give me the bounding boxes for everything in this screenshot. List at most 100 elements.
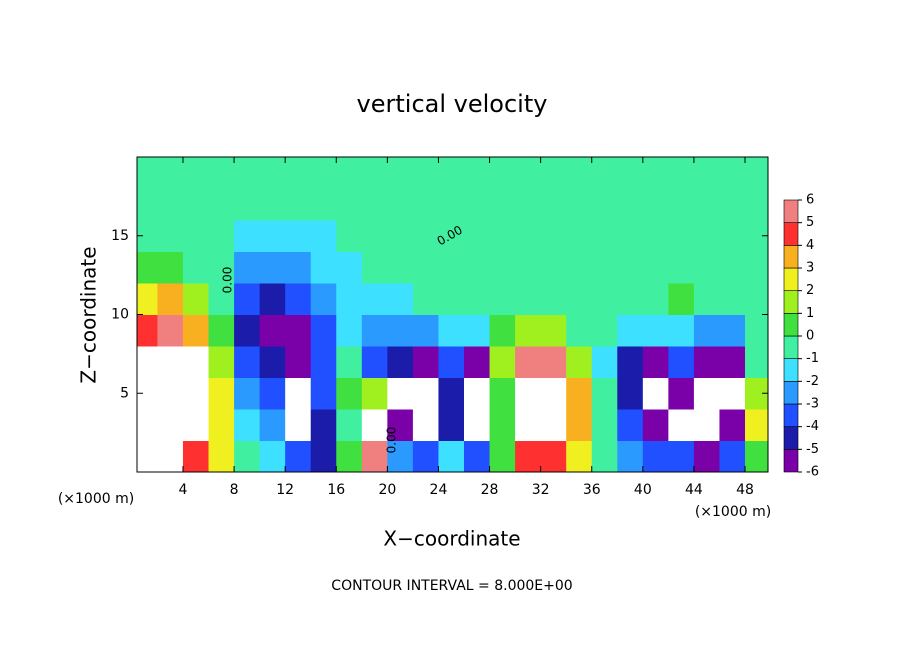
cell [489,440,516,472]
x-tick-label: 16 [327,482,345,498]
cell [642,188,669,221]
cell [157,251,184,284]
cell [617,346,644,378]
cell [336,188,363,221]
cell [642,377,669,410]
cell [591,188,618,221]
footer: CONTOUR INTERVAL = 8.000E+00 [331,578,572,594]
x-tick-label: 44 [685,482,703,498]
cell [745,377,768,410]
cell [157,346,184,378]
cell [566,409,593,441]
cell [234,346,261,378]
cell [591,440,618,472]
cell [361,251,388,284]
cell [668,220,695,252]
cell [412,157,439,189]
cell [591,220,618,252]
cell [566,346,593,378]
contour-label: 0.00 [385,427,399,454]
cell [719,251,746,284]
cell [719,220,746,252]
cell [745,440,768,472]
cell [693,220,720,252]
x-tick-label: 8 [230,482,239,498]
cell [719,283,746,315]
cell [182,220,210,252]
cell [668,188,695,221]
cell [745,409,768,441]
cell [208,251,235,284]
colorbar-swatch [783,426,799,450]
cell [208,220,235,252]
cell [642,283,669,315]
cell [336,377,363,410]
cell [463,314,491,347]
cell [745,220,768,252]
cell [387,251,414,284]
cell [463,157,491,189]
cell [515,409,542,441]
cell [566,251,593,284]
cell [387,409,414,441]
x-tick-label: 12 [276,482,294,498]
colorbar-label: 1 [806,306,814,321]
colorbar-swatch [783,449,799,473]
colorbar-label: 3 [806,261,814,276]
colorbar-swatch [783,267,799,291]
cell [489,251,516,284]
field [137,157,768,472]
cell [617,188,644,221]
x-tick-label: 4 [179,482,188,498]
cell [182,283,210,315]
colorbar-label: 6 [806,193,814,208]
cell [387,188,414,221]
cell [157,283,184,315]
colorbar-label: -1 [806,351,819,366]
x-tick-label: 36 [583,482,601,498]
cell [617,157,644,189]
cell [208,283,235,315]
cell [745,251,768,284]
cell [285,220,312,252]
cell [693,409,720,441]
cell [668,251,695,284]
cell [745,346,768,378]
cell [693,251,720,284]
cell [137,314,158,347]
contour-label: 0.00 [221,267,235,294]
cell [361,220,388,252]
cell [182,251,210,284]
colorbar-swatch [783,222,799,246]
cell [668,440,695,472]
cell [310,314,337,347]
cell [566,220,593,252]
cell [182,377,210,410]
cell [438,251,465,284]
cell [387,377,414,410]
cell [310,377,337,410]
cell [336,283,363,315]
cell [208,377,235,410]
cell [285,314,312,347]
cell [489,409,516,441]
colorbar-label: 5 [806,215,814,230]
cell [515,157,542,189]
colorbar-swatch [783,313,799,337]
cell [285,251,312,284]
cell [540,220,567,252]
x-unit: (×1000 m) [58,491,134,507]
colorbar-label: -6 [806,465,819,480]
cell [540,283,567,315]
cell [412,251,439,284]
cell [693,157,720,189]
cell [463,251,491,284]
cell [157,409,184,441]
cell [234,409,261,441]
cell [668,157,695,189]
cell [540,377,567,410]
cell [208,346,235,378]
colorbar-label: -5 [806,442,819,457]
cell [719,409,746,441]
cell [540,188,567,221]
